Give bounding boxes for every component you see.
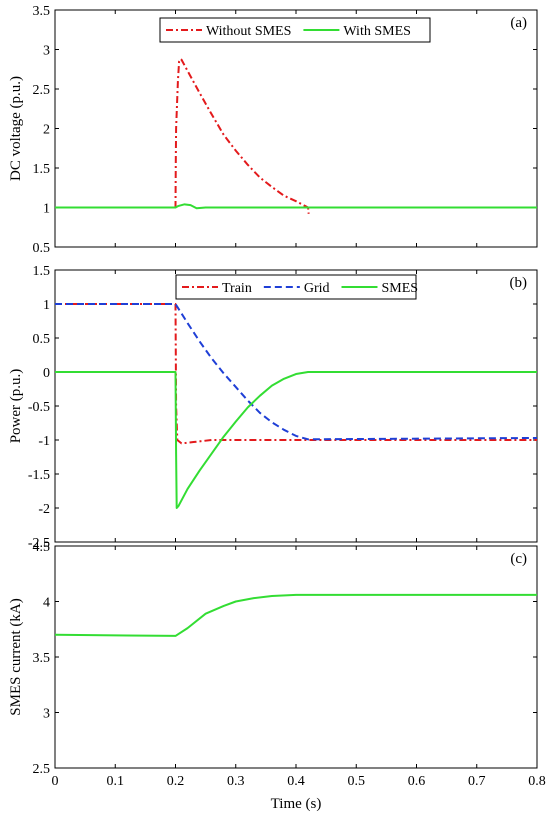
y-tick-label: 4.5	[33, 540, 51, 555]
y-tick-label: 1.5	[33, 264, 51, 279]
x-tick-label: 0.7	[468, 774, 486, 789]
legend-label: Grid	[304, 281, 330, 296]
y-axis-title: Power (p.u.)	[8, 369, 24, 444]
chart-panels: 0.5 1 1.5 2 2.5 3 3.5 DC voltage (p.u.) (a) Witho…	[8, 4, 546, 789]
legend-label: SMES	[382, 281, 419, 296]
y-tick-label: 0.5	[33, 332, 51, 347]
legend: Without SMES With SMES	[159, 17, 431, 43]
x-tick-label: 0.1	[107, 774, 125, 789]
x-tick-label: 0.6	[408, 774, 426, 789]
plot-frame	[54, 269, 538, 543]
x-tick-label: 0.4	[287, 774, 305, 789]
y-axis-title: SMES current (kA)	[8, 598, 24, 715]
y-tick-label: -1.5	[28, 468, 50, 483]
series-line-grid	[55, 303, 538, 441]
series-line-smes-current	[54, 593, 537, 637]
y-tick-label: 1	[43, 298, 50, 313]
y-tick-label: 3.5	[33, 4, 51, 19]
series-line-train	[55, 303, 537, 445]
y-tick-label: 0	[43, 366, 50, 381]
y-tick-label: 3	[43, 707, 50, 722]
y-tick-label: 2	[43, 123, 50, 138]
legend-label: Train	[222, 281, 252, 296]
panel-3: 2.5 3 3.5 4 4.5 0 0.1 0.2 0.3 0.4 0.5 0.6 0.7 0.8 SMES…	[8, 540, 546, 789]
legend-label: With SMES	[343, 24, 411, 39]
y-tick-label: -2	[38, 502, 50, 517]
y-tick-label: 4	[43, 596, 50, 611]
x-tick-label: 0	[52, 774, 59, 789]
panel-label: (b)	[510, 275, 528, 291]
series-line-smes	[55, 371, 537, 509]
y-tick-label: 3	[43, 44, 50, 59]
panel-2: -2.5 -2 -1.5 -1 -0.5 0 0.5 1 1.5 Power (p.u.) (b) T…	[8, 264, 538, 551]
x-tick-label: 0.8	[528, 774, 546, 789]
y-tick-label: 3.5	[33, 651, 51, 666]
x-tick-label: 0.5	[348, 774, 366, 789]
y-tick-label: -0.5	[28, 400, 50, 415]
legend-box	[159, 17, 431, 43]
legend: Train Grid SMES	[175, 274, 419, 300]
y-tick-label: 2.5	[33, 83, 51, 98]
y-tick-label: 0.5	[33, 241, 51, 256]
panel-1: 0.5 1 1.5 2 2.5 3 3.5 DC voltage (p.u.) (a) Witho…	[8, 4, 538, 256]
y-tick-label: -2.5	[28, 536, 50, 551]
plot-frame	[54, 9, 538, 248]
series-line-with-smes	[55, 203, 537, 210]
x-axis-title: Time (s)	[271, 796, 322, 812]
y-tick-label: 1	[43, 202, 50, 217]
series-line-without-smes	[55, 57, 310, 214]
plot-frame	[54, 545, 538, 769]
panel-label: (c)	[510, 551, 527, 567]
legend-label: Without SMES	[206, 24, 291, 39]
y-tick-label: 2.5	[33, 762, 51, 777]
x-tick-label: 0.3	[227, 774, 245, 789]
x-tick-label: 0.2	[167, 774, 185, 789]
y-axis-title: DC voltage (p.u.)	[8, 76, 24, 181]
panel-label: (a)	[510, 15, 527, 31]
y-tick-label: -1	[38, 434, 50, 449]
y-tick-label: 1.5	[33, 162, 51, 177]
